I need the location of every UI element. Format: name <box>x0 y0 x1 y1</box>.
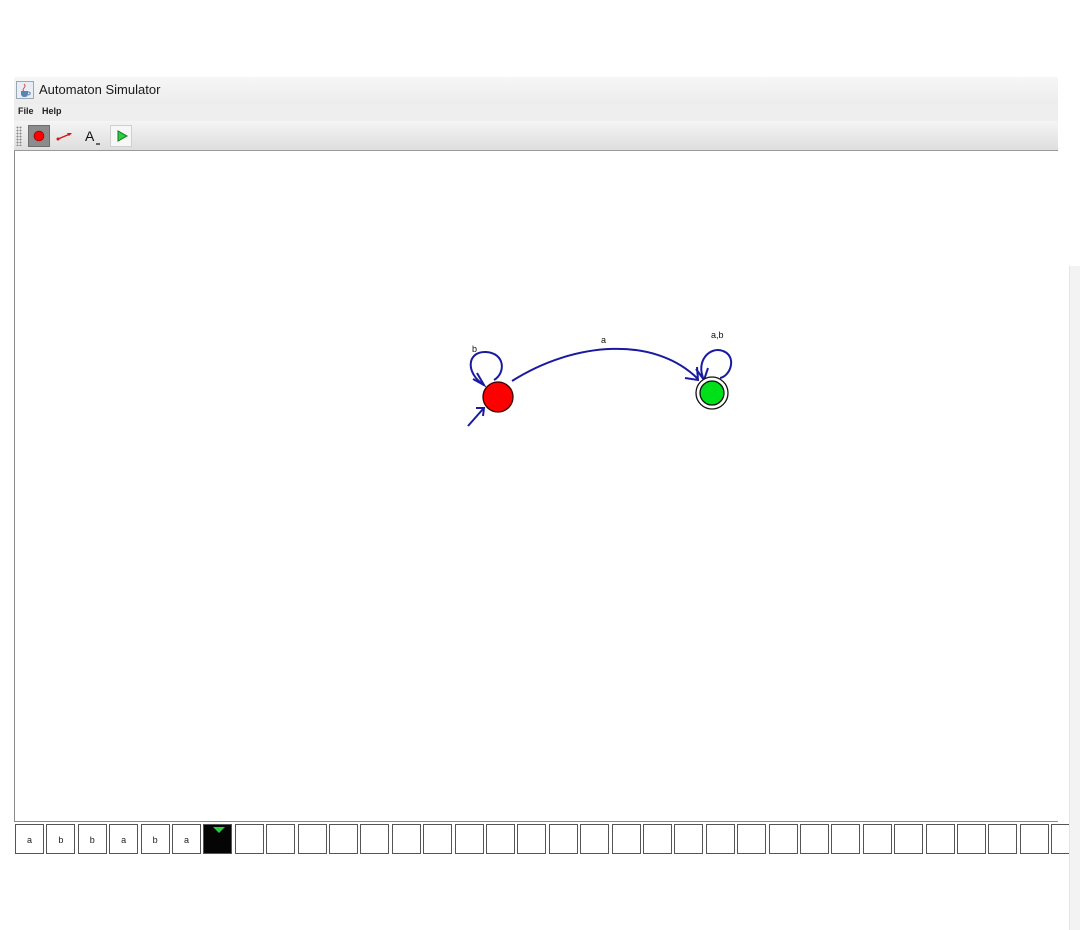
automaton-canvas[interactable]: b a a,b <box>14 151 1058 821</box>
tape-cell[interactable] <box>360 824 390 854</box>
tape-cell[interactable]: b <box>46 824 76 854</box>
menu-help[interactable]: Help <box>42 106 62 116</box>
tape-cell[interactable] <box>297 824 327 854</box>
tape-cell[interactable] <box>580 824 610 854</box>
red-dot-icon <box>33 130 45 142</box>
title-bar[interactable]: Automaton Simulator <box>14 77 1058 104</box>
tape-cell[interactable] <box>737 824 767 854</box>
app-window: Automaton Simulator File Help A <box>14 77 1080 855</box>
automaton-diagram: b a a,b <box>467 330 733 427</box>
loop-ab-label: a,b <box>711 330 724 340</box>
tape-cell[interactable]: b <box>77 824 107 854</box>
tape-cell[interactable] <box>391 824 421 854</box>
tape-head-marker <box>213 827 226 833</box>
menu-file[interactable]: File <box>18 106 34 116</box>
tape-cell[interactable] <box>831 824 861 854</box>
arrow-icon <box>56 133 72 141</box>
tape-cell[interactable] <box>454 824 484 854</box>
window-title: Automaton Simulator <box>39 82 161 97</box>
tape-cell[interactable] <box>517 824 547 854</box>
tape-cell[interactable] <box>862 824 892 854</box>
toolbar-grip[interactable] <box>16 126 22 146</box>
tape-head-cell[interactable] <box>203 824 233 854</box>
loop-ab[interactable]: a,b <box>695 330 733 383</box>
text-tool[interactable]: A <box>80 125 102 147</box>
tape-cell[interactable]: a <box>109 824 139 854</box>
java-cup-icon <box>16 81 34 99</box>
loop-b-label: b <box>472 344 477 354</box>
tape-cell[interactable] <box>423 824 453 854</box>
tape-cell[interactable]: b <box>140 824 170 854</box>
tape-cell[interactable] <box>611 824 641 854</box>
tape-cell[interactable] <box>266 824 296 854</box>
tape-cell[interactable] <box>486 824 515 854</box>
tape-cell[interactable] <box>894 824 924 854</box>
tape-cell[interactable] <box>234 824 264 854</box>
add-transition-tool[interactable] <box>53 125 75 147</box>
state-accept[interactable] <box>695 376 729 410</box>
tape-cell[interactable]: a <box>172 824 201 854</box>
tape-cell[interactable] <box>988 824 1018 854</box>
tape-cell[interactable] <box>329 824 358 854</box>
add-state-tool[interactable] <box>28 125 50 147</box>
tape-cell[interactable] <box>957 824 986 854</box>
tape-cell[interactable] <box>768 824 798 854</box>
text-tool-glyph: A <box>85 128 95 144</box>
tape-cell[interactable] <box>643 824 672 854</box>
tape-cell[interactable] <box>705 824 735 854</box>
tape-cell[interactable] <box>548 824 578 854</box>
letter-a-icon: A <box>85 128 100 145</box>
transition-a[interactable]: a <box>511 335 700 382</box>
toolbar: A <box>14 121 1058 151</box>
transition-a-label: a <box>601 335 606 345</box>
menu-bar: File Help <box>14 104 1058 121</box>
tape-cell[interactable] <box>674 824 704 854</box>
state-start[interactable] <box>482 381 514 413</box>
tape-cell[interactable] <box>1019 824 1049 854</box>
initial-arrow <box>467 407 486 427</box>
tape-cell[interactable] <box>925 824 955 854</box>
loop-b[interactable]: b <box>469 344 503 388</box>
side-scrollbar[interactable] <box>1069 266 1080 930</box>
play-icon <box>117 130 129 142</box>
tape-cell[interactable]: a <box>15 824 44 854</box>
run-tool[interactable] <box>110 125 132 147</box>
tape-cell[interactable] <box>800 824 829 854</box>
